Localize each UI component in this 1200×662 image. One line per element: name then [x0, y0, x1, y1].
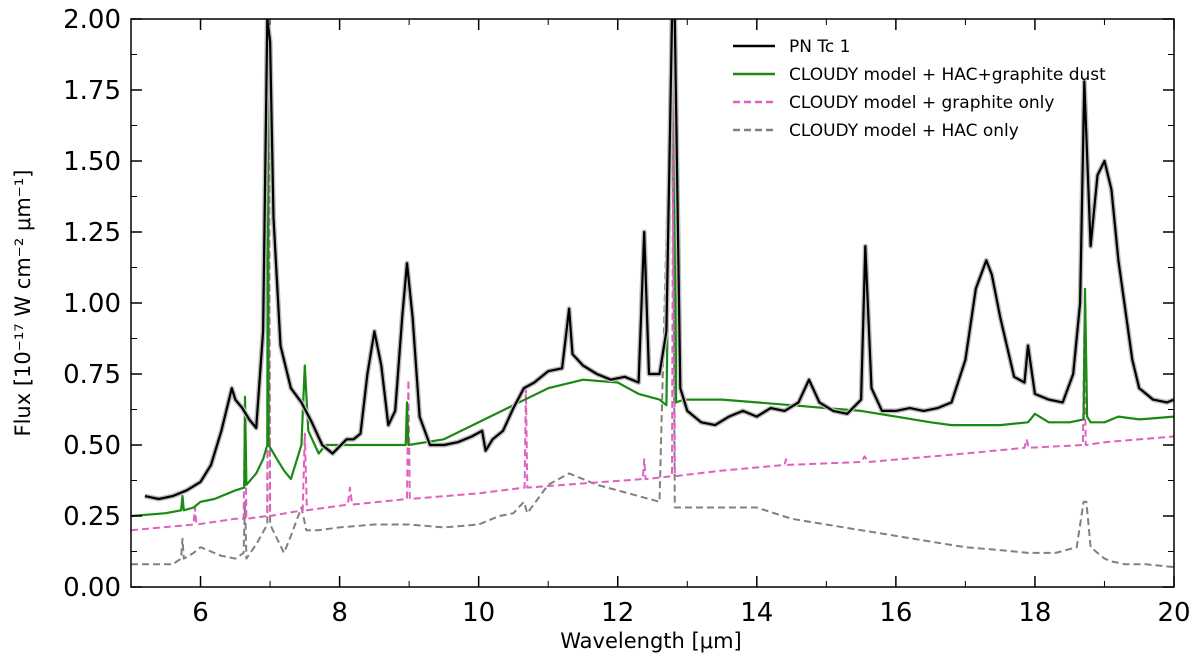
y-tick-label: 0.50 [63, 431, 121, 461]
y-tick-label: 0.25 [63, 502, 121, 532]
y-tick-label: 2.00 [63, 5, 121, 35]
y-tick-label: 0.75 [63, 360, 121, 390]
legend: PN Tc 1 CLOUDY model + HAC+graphite dust C… [733, 37, 1106, 141]
legend-label-cloudy-model-hac-only: CLOUDY model + HAC only [789, 121, 1019, 141]
y-tick-label: 0.00 [63, 573, 121, 603]
series-cloudy-model-graphite-only [131, 19, 1174, 532]
series-pn-tc-1-error-band [144, 19, 1174, 502]
x-tick-label: 14 [740, 598, 773, 628]
y-tick-label: 1.50 [63, 147, 121, 177]
y-tick-label: 1.25 [63, 218, 121, 248]
x-tick-label: 10 [462, 598, 495, 628]
y-tick-label: 1.00 [63, 289, 121, 319]
x-tick-label: 20 [1157, 598, 1190, 628]
legend-label-cloudy-model-graphite-only: CLOUDY model + graphite only [789, 93, 1054, 113]
series-layer [131, 19, 1174, 569]
x-tick-label: 18 [1018, 598, 1051, 628]
x-tick-label: 12 [601, 598, 634, 628]
series-cloudy-model-hac-only [131, 19, 1174, 569]
ticks-layer: 6 8 10 12 14 16 18 20 0.00 0.25 0.50 0.75 1.00 1.25 1.… [63, 5, 1190, 628]
y-tick-label: 1.75 [63, 76, 121, 106]
x-tick-label: 6 [192, 598, 209, 628]
legend-label-pn-tc-1: PN Tc 1 [789, 37, 850, 57]
x-axis-label: Wavelength [μm] [560, 629, 741, 653]
series-pn-tc-1 [144, 19, 1174, 501]
x-tick-label: 8 [331, 598, 348, 628]
legend-label-cloudy-model-hac-graphite-dust: CLOUDY model + HAC+graphite dust [789, 65, 1106, 85]
x-tick-label: 16 [879, 598, 912, 628]
y-axis-label: Flux [10⁻¹⁷ W cm⁻² μm⁻¹] [11, 170, 35, 437]
